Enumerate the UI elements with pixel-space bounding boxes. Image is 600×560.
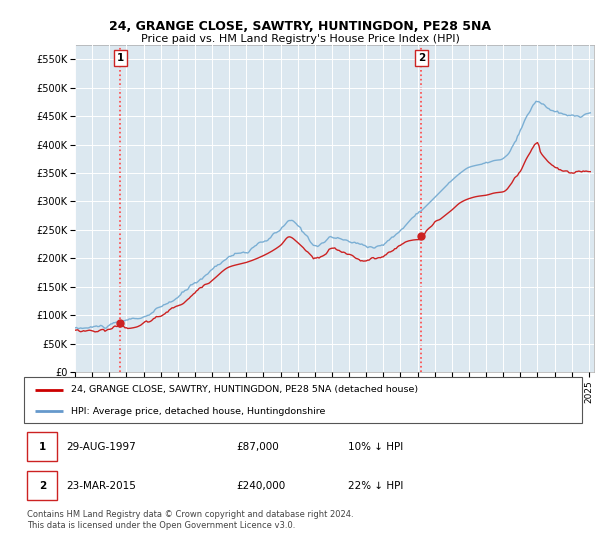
Text: 23-MAR-2015: 23-MAR-2015 [66, 480, 136, 491]
Text: 2: 2 [39, 480, 46, 491]
Text: Price paid vs. HM Land Registry's House Price Index (HPI): Price paid vs. HM Land Registry's House … [140, 34, 460, 44]
Text: £87,000: £87,000 [236, 442, 279, 452]
Text: 1: 1 [117, 53, 124, 63]
Text: 29-AUG-1997: 29-AUG-1997 [66, 442, 136, 452]
Text: £240,000: £240,000 [236, 480, 285, 491]
FancyBboxPatch shape [27, 432, 58, 461]
Text: 24, GRANGE CLOSE, SAWTRY, HUNTINGDON, PE28 5NA (detached house): 24, GRANGE CLOSE, SAWTRY, HUNTINGDON, PE… [71, 385, 419, 394]
Text: 24, GRANGE CLOSE, SAWTRY, HUNTINGDON, PE28 5NA: 24, GRANGE CLOSE, SAWTRY, HUNTINGDON, PE… [109, 20, 491, 32]
Text: 2: 2 [418, 53, 425, 63]
Text: HPI: Average price, detached house, Huntingdonshire: HPI: Average price, detached house, Hunt… [71, 407, 326, 416]
FancyBboxPatch shape [27, 471, 58, 500]
Text: 10% ↓ HPI: 10% ↓ HPI [347, 442, 403, 452]
Text: Contains HM Land Registry data © Crown copyright and database right 2024.
This d: Contains HM Land Registry data © Crown c… [27, 510, 353, 530]
Text: 1: 1 [39, 442, 46, 452]
Text: 22% ↓ HPI: 22% ↓ HPI [347, 480, 403, 491]
FancyBboxPatch shape [24, 377, 582, 423]
